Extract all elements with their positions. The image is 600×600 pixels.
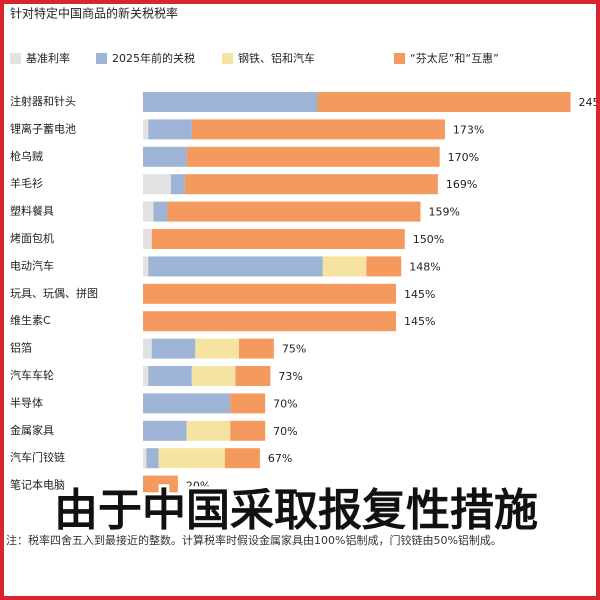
bar-segment <box>191 366 236 386</box>
bar-segment <box>170 174 185 195</box>
bar-segment <box>191 119 445 140</box>
legend-label: 钢铁、铝和汽车 <box>238 51 315 65</box>
chart-title: 针对特定中国商品的新关税税率 <box>10 6 178 21</box>
category-label: 羊毛衫 <box>10 176 43 190</box>
category-label: 维生素C <box>10 313 51 327</box>
bar-segment <box>143 420 187 441</box>
bar-segment <box>235 366 271 386</box>
category-label: 铝箔 <box>10 341 32 355</box>
legend-swatch <box>394 53 405 64</box>
legend-swatch <box>96 53 107 64</box>
bar-segment <box>146 448 159 469</box>
bar-segment <box>167 201 421 222</box>
category-label: 玩具、玩偶、拼图 <box>10 286 98 300</box>
bar-segment <box>148 119 192 140</box>
bar-segment <box>225 448 260 469</box>
total-label: 145% <box>404 315 435 328</box>
bar-segment <box>151 229 405 249</box>
bar-segment <box>143 283 397 304</box>
bar-segment <box>366 256 402 277</box>
total-label: 169% <box>446 178 477 191</box>
bar-segment <box>230 393 266 414</box>
bar-segment <box>143 393 231 414</box>
legend: 基准利率 2025年前的关税 钢铁、铝和汽车 “芬太尼”和“互惠” <box>10 51 499 65</box>
legend-swatch <box>10 53 21 64</box>
bar-segment <box>148 256 323 277</box>
legend-label: “芬太尼”和“互惠” <box>410 51 499 65</box>
bars: 注射器和针头 245% 锂离子蓄电池 173% 枪乌贼 170% 羊毛衫 169% 塑料餐具 15… <box>10 92 596 496</box>
bar-segment <box>238 338 274 359</box>
bar-segment <box>143 146 187 167</box>
bar-segment <box>322 256 367 277</box>
category-label: 电动汽车 <box>10 258 54 272</box>
category-label: 烤面包机 <box>10 231 54 245</box>
total-label: 159% <box>428 206 459 219</box>
bar-segment <box>143 92 318 112</box>
total-label: 245% <box>579 96 596 109</box>
note-box: 注：税率四舍五入到最接近的整数。计算税率时假设金属家具由100%铝制成，门铰链由… <box>6 534 502 547</box>
bar-segment <box>153 201 168 222</box>
bar-segment <box>195 338 239 359</box>
bar-segment <box>143 174 171 195</box>
bar-segment <box>143 256 149 277</box>
total-label: 20% <box>186 480 210 493</box>
total-label: 75% <box>282 343 306 356</box>
total-label: 170% <box>448 151 479 164</box>
bar-segment <box>143 119 149 140</box>
category-label: 半导体 <box>10 395 43 409</box>
total-label: 173% <box>453 123 484 136</box>
total-label: 70% <box>273 425 297 438</box>
bar-segment <box>186 420 231 441</box>
category-label: 枪乌贼 <box>10 149 43 163</box>
bar-segment <box>143 229 152 249</box>
total-label: 145% <box>404 288 435 301</box>
category-label: 汽车门铰链 <box>10 450 65 464</box>
bar-segment <box>143 475 178 496</box>
category-label: 汽车车轮 <box>10 368 54 382</box>
legend-label: 2025年前的关税 <box>112 51 195 65</box>
total-label: 150% <box>413 233 444 246</box>
category-label: 金属家具 <box>10 423 54 437</box>
bar-segment <box>186 146 440 167</box>
bar-segment <box>184 174 438 195</box>
total-label: 67% <box>268 452 292 465</box>
bar-segment <box>143 311 397 332</box>
category-label: 锂离子蓄电池 <box>10 121 76 135</box>
bar-segment <box>143 201 154 222</box>
bar-segment <box>158 448 226 469</box>
legend-label: 基准利率 <box>26 51 70 65</box>
total-label: 70% <box>273 397 297 410</box>
bar-segment <box>317 92 571 112</box>
bar-segment <box>230 420 266 441</box>
legend-swatch <box>222 53 233 64</box>
bar-segment <box>143 448 147 469</box>
category-label: 笔记本电脑 <box>10 478 65 492</box>
total-label: 73% <box>278 370 302 383</box>
bar-segment <box>151 338 196 359</box>
bar-segment <box>148 366 192 386</box>
bar-segment <box>143 338 152 359</box>
bar-segment <box>143 366 149 386</box>
chart: 针对特定中国商品的新关税税率 基准利率 2025年前的关税 钢铁、铝和汽车 “芬太尼”… <box>6 6 596 548</box>
note: 注：税率四舍五入到最接近的整数。计算税率时假设金属家具由100%铝制成，门铰链由… <box>6 534 502 547</box>
category-label: 注射器和针头 <box>10 94 76 108</box>
total-label: 148% <box>409 260 440 273</box>
caption: 由于中国采取报复性措施 <box>54 485 538 536</box>
category-label: 塑料餐具 <box>10 204 54 218</box>
